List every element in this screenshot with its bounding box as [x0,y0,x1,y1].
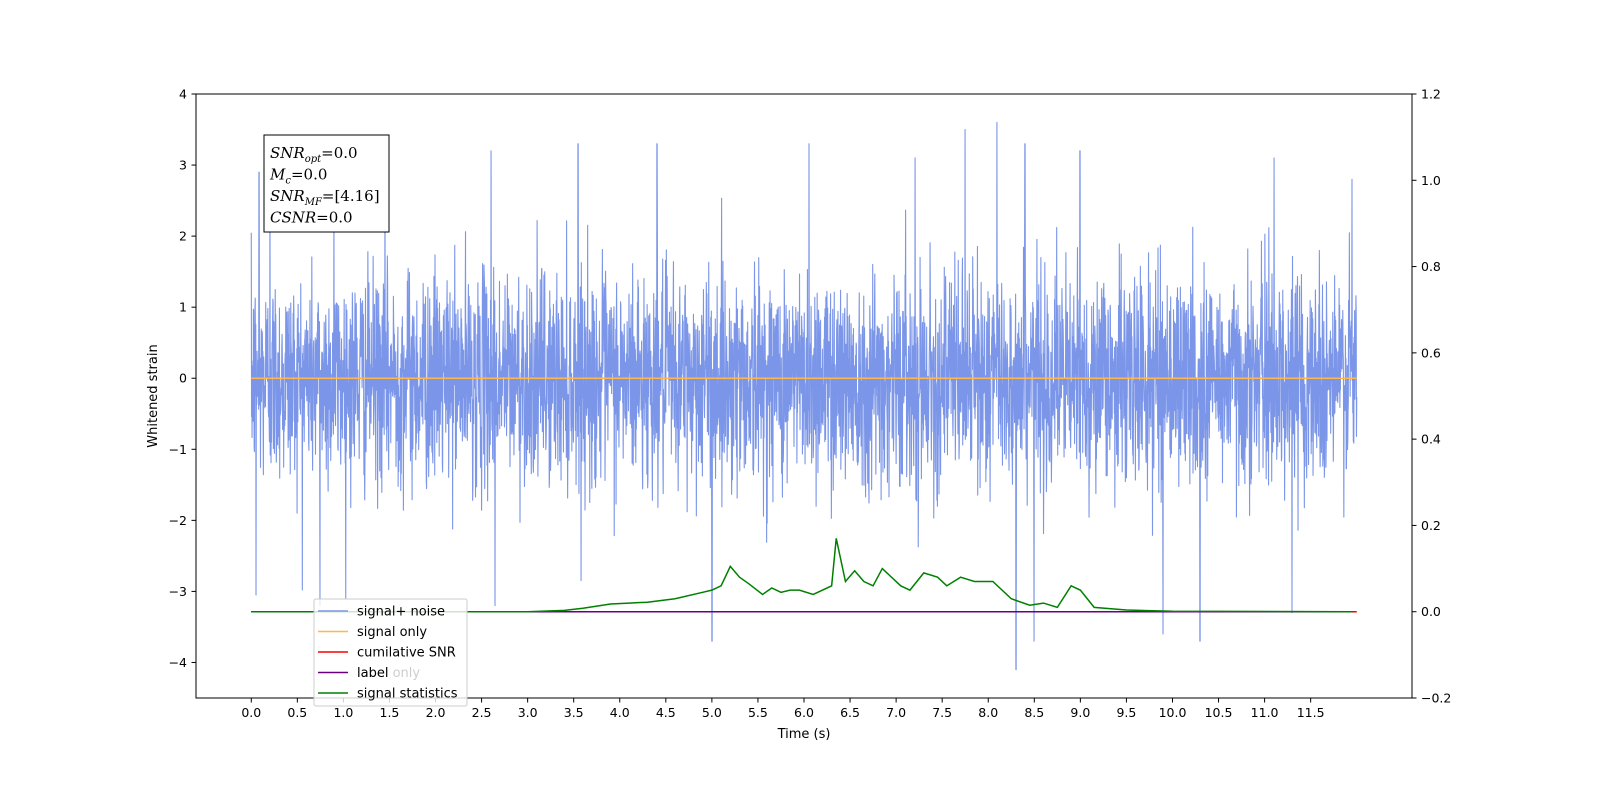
x-tick-label: 1.0 [333,705,353,720]
x-tick-label: 8.5 [1024,705,1044,720]
y-tick-label: 1 [179,300,187,315]
x-tick-label: 8.0 [978,705,998,720]
y-tick-label: 3 [179,158,187,173]
x-tick-label: 10.5 [1205,705,1233,720]
legend-item: cumilative SNR [357,646,456,661]
y2-tick-label: 0.8 [1421,259,1441,274]
y2-tick-label: −0.2 [1421,691,1451,706]
y2-tick-label: 0.2 [1421,518,1441,533]
legend-item: label [357,666,388,681]
y-tick-label: −3 [169,584,187,599]
x-tick-label: 0.0 [241,705,261,720]
x-tick-label: 6.0 [794,705,814,720]
x-tick-label: 10.0 [1159,705,1187,720]
x-tick-label: 6.5 [840,705,860,720]
annotation-line: SNRMF=[4.16] [270,187,380,208]
x-tick-label: 4.5 [656,705,676,720]
y-tick-label: 2 [179,229,187,244]
y2-tick-label: 1.0 [1421,173,1441,188]
y2-tick-label: 1.2 [1421,87,1441,102]
y-tick-label: −1 [169,442,187,457]
x-tick-label: 3.0 [518,705,538,720]
series-line-signal-statistics [251,538,1353,613]
y-tick-label: −2 [169,513,187,528]
annotation-line: SNRopt=0.0 [270,144,358,165]
y-axis-label: Whitened strain [146,344,161,447]
x-tick-label: 9.0 [1070,705,1090,720]
x-axis-label: Time (s) [777,727,831,742]
y-tick-label: 0 [179,371,187,386]
x-tick-label: 3.5 [564,705,584,720]
x-tick-label: 7.5 [932,705,952,720]
annotation-line: Mc=0.0 [269,166,327,187]
x-tick-label: 9.5 [1116,705,1136,720]
x-tick-label: 4.0 [610,705,630,720]
legend-item: signal+ noise [357,605,445,620]
annotation-box-frame [263,134,390,233]
y-tick-label: 4 [179,87,187,102]
x-tick-label: 2.5 [472,705,492,720]
x-tick-label: 7.0 [886,705,906,720]
x-tick-label: 2.0 [426,705,446,720]
y2-tick-label: 0.4 [1421,432,1441,447]
annotation-line: CSNR=0.0 [270,209,353,227]
x-tick-label: 5.5 [748,705,768,720]
x-tick-label: 1.5 [380,705,400,720]
legend-item: signal only [357,625,427,640]
y2-tick-label: 0.6 [1421,345,1441,360]
y2-tick-label: 0.0 [1421,604,1441,619]
x-tick-label: 11.5 [1297,705,1325,720]
x-tick-label: 11.0 [1251,705,1279,720]
axes: 0.0 0.5 1.0 1.5 2.0 2.5 3.0 3.5 4.0 4.5 5.0 5.5 6.0 6… [169,87,1452,721]
legend-frame [313,598,468,707]
y-tick-label: −4 [169,655,187,670]
legend-item: signal statistics [357,687,458,702]
x-tick-label: 0.5 [287,705,307,720]
x-tick-label: 5.0 [702,705,722,720]
